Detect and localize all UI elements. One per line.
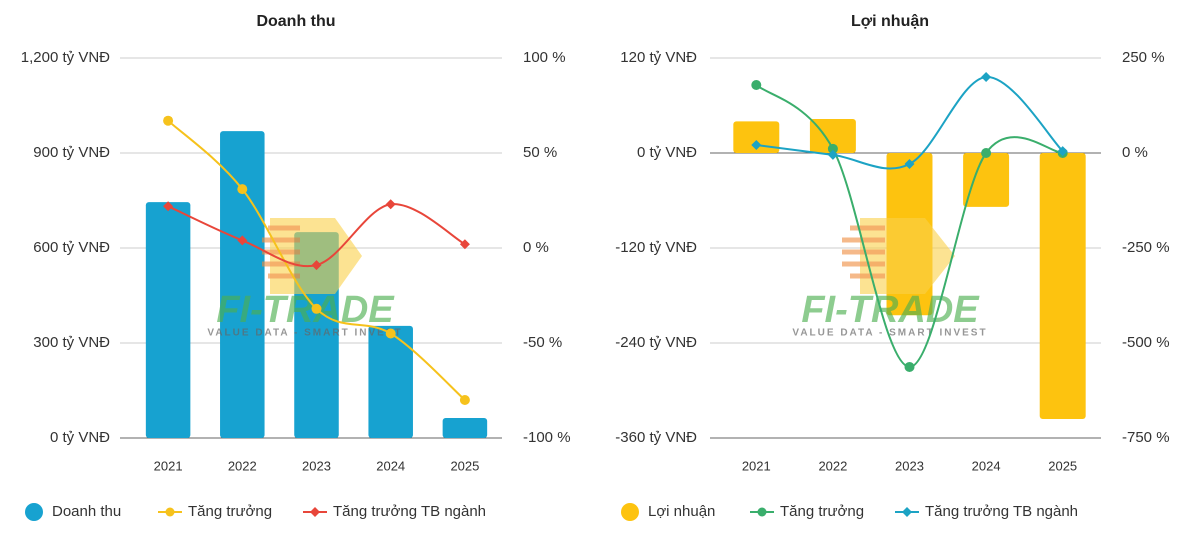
point bbox=[385, 199, 396, 210]
chart: Doanh thu 0 tỷ VNĐ 300 tỷ VNĐ 600 tỷ VNĐ 900… bbox=[21, 13, 571, 521]
chart-title: Doanh thu bbox=[256, 13, 335, 30]
point bbox=[904, 361, 915, 372]
point bbox=[751, 79, 762, 90]
point bbox=[827, 143, 838, 154]
x-tick-label: 2023 bbox=[302, 458, 331, 473]
point bbox=[311, 260, 322, 271]
chart-lines bbox=[163, 115, 470, 405]
point bbox=[237, 184, 248, 195]
legend-marker bbox=[310, 507, 320, 517]
point bbox=[459, 395, 470, 405]
x-tick-label: 2021 bbox=[154, 458, 183, 473]
y2-tick-label: -750 % bbox=[1122, 429, 1170, 446]
y2-tick-label: 250 % bbox=[1122, 49, 1165, 66]
bar bbox=[809, 118, 856, 153]
y2-tick-label: -250 % bbox=[1122, 239, 1170, 256]
watermark-brand: FI-TRADE bbox=[801, 289, 980, 331]
y-tick-label: 1,200 tỷ VNĐ bbox=[21, 49, 110, 66]
point bbox=[163, 201, 174, 212]
legend-label: Tăng trưởng TB ngành bbox=[925, 503, 1078, 520]
point bbox=[385, 328, 396, 339]
x-tick-label: 2021 bbox=[742, 458, 771, 473]
chart-title: Lợi nhuận bbox=[851, 13, 929, 30]
y2-tick-label: -500 % bbox=[1122, 334, 1170, 351]
legend-label: Tăng trưởng bbox=[780, 503, 864, 520]
y-tick-label: -360 tỷ VNĐ bbox=[615, 429, 697, 446]
y-tick-label: 120 tỷ VNĐ bbox=[620, 49, 697, 66]
point bbox=[237, 235, 248, 246]
y2-tick-label: -100 % bbox=[523, 429, 571, 446]
line bbox=[756, 75, 1064, 170]
x-tick-label: 2022 bbox=[818, 458, 847, 473]
x-tick-label: 2025 bbox=[1048, 458, 1077, 473]
x-tick-label: 2024 bbox=[376, 458, 405, 473]
y-tick-label: 600 tỷ VNĐ bbox=[33, 239, 110, 256]
bar bbox=[145, 202, 191, 438]
watermark-tagline: VALUE DATA - SMART INVEST bbox=[207, 328, 402, 339]
bar bbox=[733, 121, 780, 153]
bar bbox=[1039, 153, 1086, 419]
x-tick-label: 2025 bbox=[450, 458, 479, 473]
point bbox=[1057, 146, 1068, 157]
legend-marker bbox=[757, 507, 767, 517]
y2-tick-label: 0 % bbox=[523, 239, 549, 256]
point bbox=[751, 140, 762, 151]
y-tick-label: 300 tỷ VNĐ bbox=[33, 334, 110, 351]
y-tick-label: 900 tỷ VNĐ bbox=[33, 144, 110, 161]
legend-label: Tăng trưởng TB ngành bbox=[333, 503, 486, 520]
point bbox=[311, 303, 322, 314]
y2-tick-label: 50 % bbox=[523, 144, 557, 161]
bar bbox=[368, 325, 413, 438]
legend-marker bbox=[25, 503, 43, 521]
legend-marker bbox=[902, 507, 912, 517]
y-tick-label: 0 tỷ VNĐ bbox=[50, 429, 110, 446]
y-tick-label: -240 tỷ VNĐ bbox=[615, 334, 697, 351]
point bbox=[981, 72, 992, 82]
x-tick-label: 2024 bbox=[972, 458, 1001, 473]
point bbox=[459, 239, 470, 250]
legend-marker bbox=[165, 507, 175, 517]
y2-tick-label: 100 % bbox=[523, 49, 566, 66]
y-tick-label: -120 tỷ VNĐ bbox=[615, 239, 697, 256]
y2-tick-label: -50 % bbox=[523, 334, 562, 351]
bar bbox=[963, 153, 1010, 207]
bar bbox=[220, 131, 265, 438]
legend-label: Tăng trưởng bbox=[188, 503, 272, 520]
legend-label: Lợi nhuận bbox=[648, 503, 715, 520]
watermark-stripes bbox=[842, 225, 885, 279]
point bbox=[904, 159, 915, 170]
legend-marker bbox=[621, 503, 639, 521]
y2-tick-label: 0 % bbox=[1122, 144, 1148, 161]
bar bbox=[442, 418, 488, 438]
chart-lines bbox=[751, 72, 1068, 372]
point bbox=[981, 148, 992, 158]
legend-label: Doanh thu bbox=[52, 503, 121, 520]
point bbox=[163, 115, 174, 126]
point bbox=[827, 149, 838, 160]
x-tick-label: 2023 bbox=[895, 458, 924, 473]
x-tick-label: 2022 bbox=[228, 458, 257, 473]
y-tick-label: 0 tỷ VNĐ bbox=[637, 144, 697, 161]
